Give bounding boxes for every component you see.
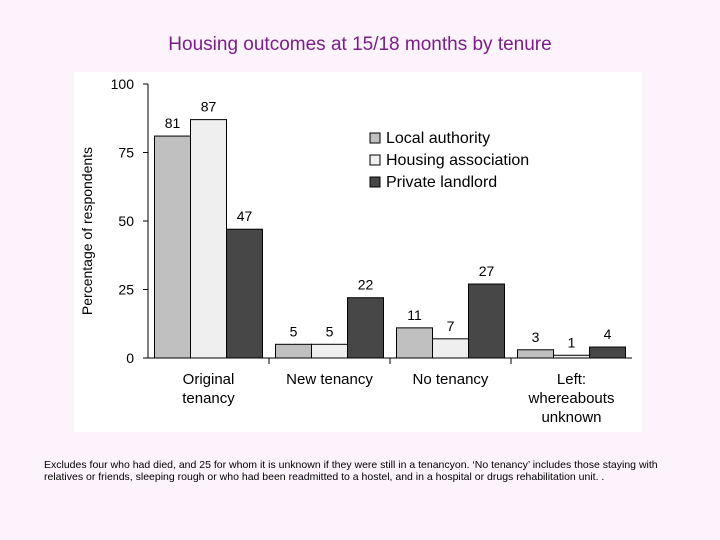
- y-tick-label: 0: [126, 350, 134, 366]
- footnote: Excludes four who had died, and 25 for w…: [44, 459, 658, 483]
- bar-value-label: 81: [165, 115, 181, 131]
- bar-value-label: 7: [447, 318, 455, 334]
- bar-private-landlord: [226, 228, 263, 359]
- bar-value-label: 27: [479, 263, 495, 279]
- bar-housing-association: [432, 338, 469, 359]
- bar-private-landlord: [589, 346, 626, 359]
- x-category-label: Original: [183, 371, 235, 388]
- y-tick-label: 75: [118, 145, 134, 161]
- bar-value-label: 1: [568, 334, 576, 350]
- x-category-label: Left:: [557, 371, 586, 388]
- y-axis-title: Percentage of respondents: [79, 147, 95, 315]
- slide-title: Housing outcomes at 15/18 months by tenu…: [168, 34, 552, 55]
- bar-housing-association: [311, 343, 348, 359]
- x-category-label: tenancy: [182, 390, 235, 407]
- legend-swatch-icon: [369, 176, 381, 188]
- bar-value-label: 47: [237, 208, 253, 224]
- chart-panel: 0 25 50 75 100 Percentage of respondents 81 87 4…: [74, 72, 642, 432]
- legend-swatch-icon: [369, 154, 381, 166]
- y-tick-label: 50: [118, 213, 134, 229]
- bar-value-label: 5: [290, 323, 298, 339]
- bar-value-label: 3: [532, 329, 540, 345]
- y-tick-label: 100: [111, 76, 135, 92]
- y-tick-label: 25: [118, 282, 134, 298]
- bar-local-authority: [154, 135, 191, 359]
- bar-housing-association: [190, 119, 227, 359]
- legend-label: Housing association: [386, 152, 529, 169]
- bar-local-authority: [275, 343, 312, 359]
- bar-value-label: 22: [358, 277, 374, 293]
- x-category-label: New tenancy: [286, 371, 373, 388]
- bar-local-authority: [517, 349, 554, 359]
- bar-private-landlord: [347, 297, 384, 359]
- bar-value-label: 87: [201, 99, 217, 115]
- bar-value-label: 4: [604, 326, 612, 342]
- bar-value-label: 5: [326, 323, 334, 339]
- x-category-label: unknown: [541, 409, 601, 426]
- x-category-label: No tenancy: [413, 371, 489, 388]
- bar-private-landlord: [468, 283, 505, 359]
- legend-swatch-icon: [369, 132, 381, 144]
- legend-label: Local authority: [386, 130, 490, 147]
- legend-label: Private landlord: [386, 174, 497, 191]
- bar-value-label: 11: [407, 307, 422, 323]
- x-category-label: whereabouts: [528, 390, 615, 407]
- bar-local-authority: [396, 327, 433, 359]
- bar-housing-association: [553, 354, 590, 359]
